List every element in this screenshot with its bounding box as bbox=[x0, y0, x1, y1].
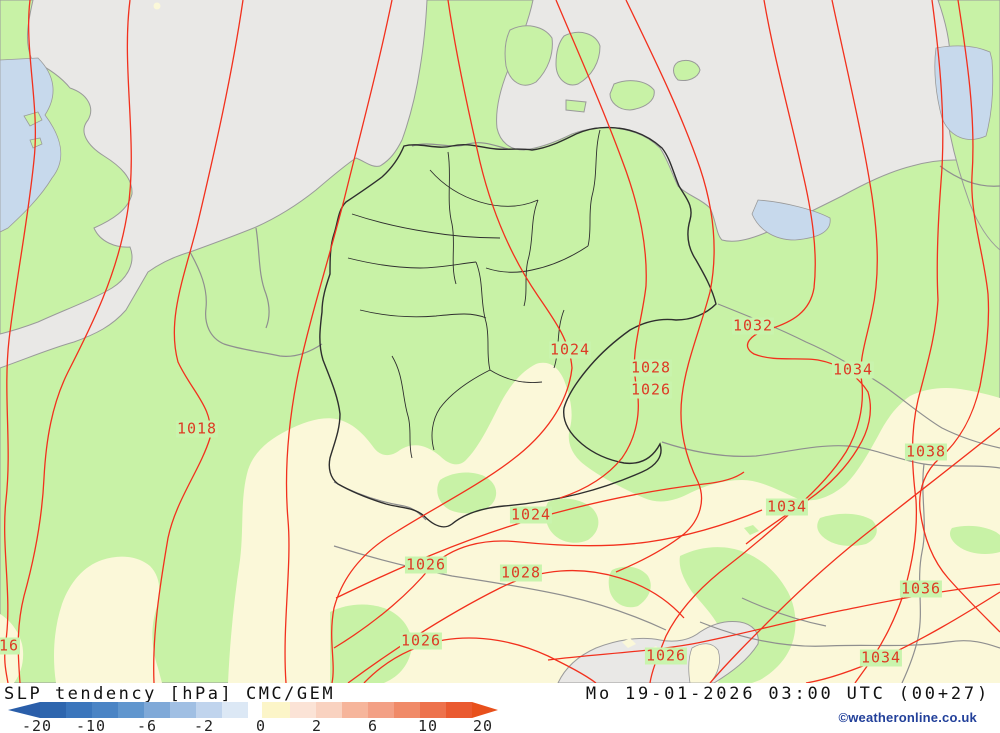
scale-segment bbox=[316, 702, 342, 718]
scale-tick: -2 bbox=[193, 717, 215, 733]
slp-tendency-map bbox=[0, 0, 1000, 683]
scale-arrow-right bbox=[472, 702, 498, 718]
scale-segment bbox=[262, 702, 290, 718]
forecast-datetime: Mo 19-01-2026 03:00 UTC (00+27) bbox=[585, 684, 990, 704]
scale-tick: 20 bbox=[472, 717, 494, 733]
scale-segment bbox=[144, 702, 170, 718]
uk-small-islands bbox=[23, 111, 43, 149]
scale-segment bbox=[170, 702, 196, 718]
legend-title: SLP tendency [hPa] CMC/GEM bbox=[4, 684, 336, 704]
tendency-blue-irish-sea bbox=[0, 57, 62, 233]
scale-segment bbox=[368, 702, 394, 718]
scale-tick: 6 bbox=[367, 717, 379, 733]
copyright-link[interactable]: ©weatheronline.co.uk bbox=[838, 710, 977, 725]
scale-segment bbox=[40, 702, 66, 718]
scale-segment bbox=[446, 702, 472, 718]
scale-tick-labels: -20 -10 -6 -2 0 2 6 10 20 bbox=[0, 717, 520, 733]
tendency-color-scale bbox=[8, 702, 498, 718]
tendency-blue-baltic bbox=[751, 45, 994, 241]
scale-segment bbox=[66, 702, 92, 718]
scale-segment bbox=[222, 702, 248, 718]
germany-state-borders bbox=[347, 129, 601, 459]
legend-bar: SLP tendency [hPa] CMC/GEM Mo 19-01-2026… bbox=[0, 683, 1000, 733]
scale-segment bbox=[420, 702, 446, 718]
scale-segment bbox=[290, 702, 316, 718]
scale-segment bbox=[196, 702, 222, 718]
scale-tick: -6 bbox=[136, 717, 158, 733]
scale-tick: -20 bbox=[21, 717, 53, 733]
scale-tick: 0 bbox=[255, 717, 267, 733]
map-canvas: 16 1018 1024 1028 1026 1032 1034 1038 1034 1024 10… bbox=[0, 0, 1000, 683]
scale-segment bbox=[394, 702, 420, 718]
scale-segment bbox=[118, 702, 144, 718]
scale-tick: -10 bbox=[75, 717, 107, 733]
scale-tick: 10 bbox=[417, 717, 439, 733]
scale-segment bbox=[342, 702, 368, 718]
scale-arrow-left bbox=[8, 702, 40, 718]
germany-border bbox=[319, 126, 717, 528]
scale-segment bbox=[92, 702, 118, 718]
scale-tick: 2 bbox=[311, 717, 323, 733]
